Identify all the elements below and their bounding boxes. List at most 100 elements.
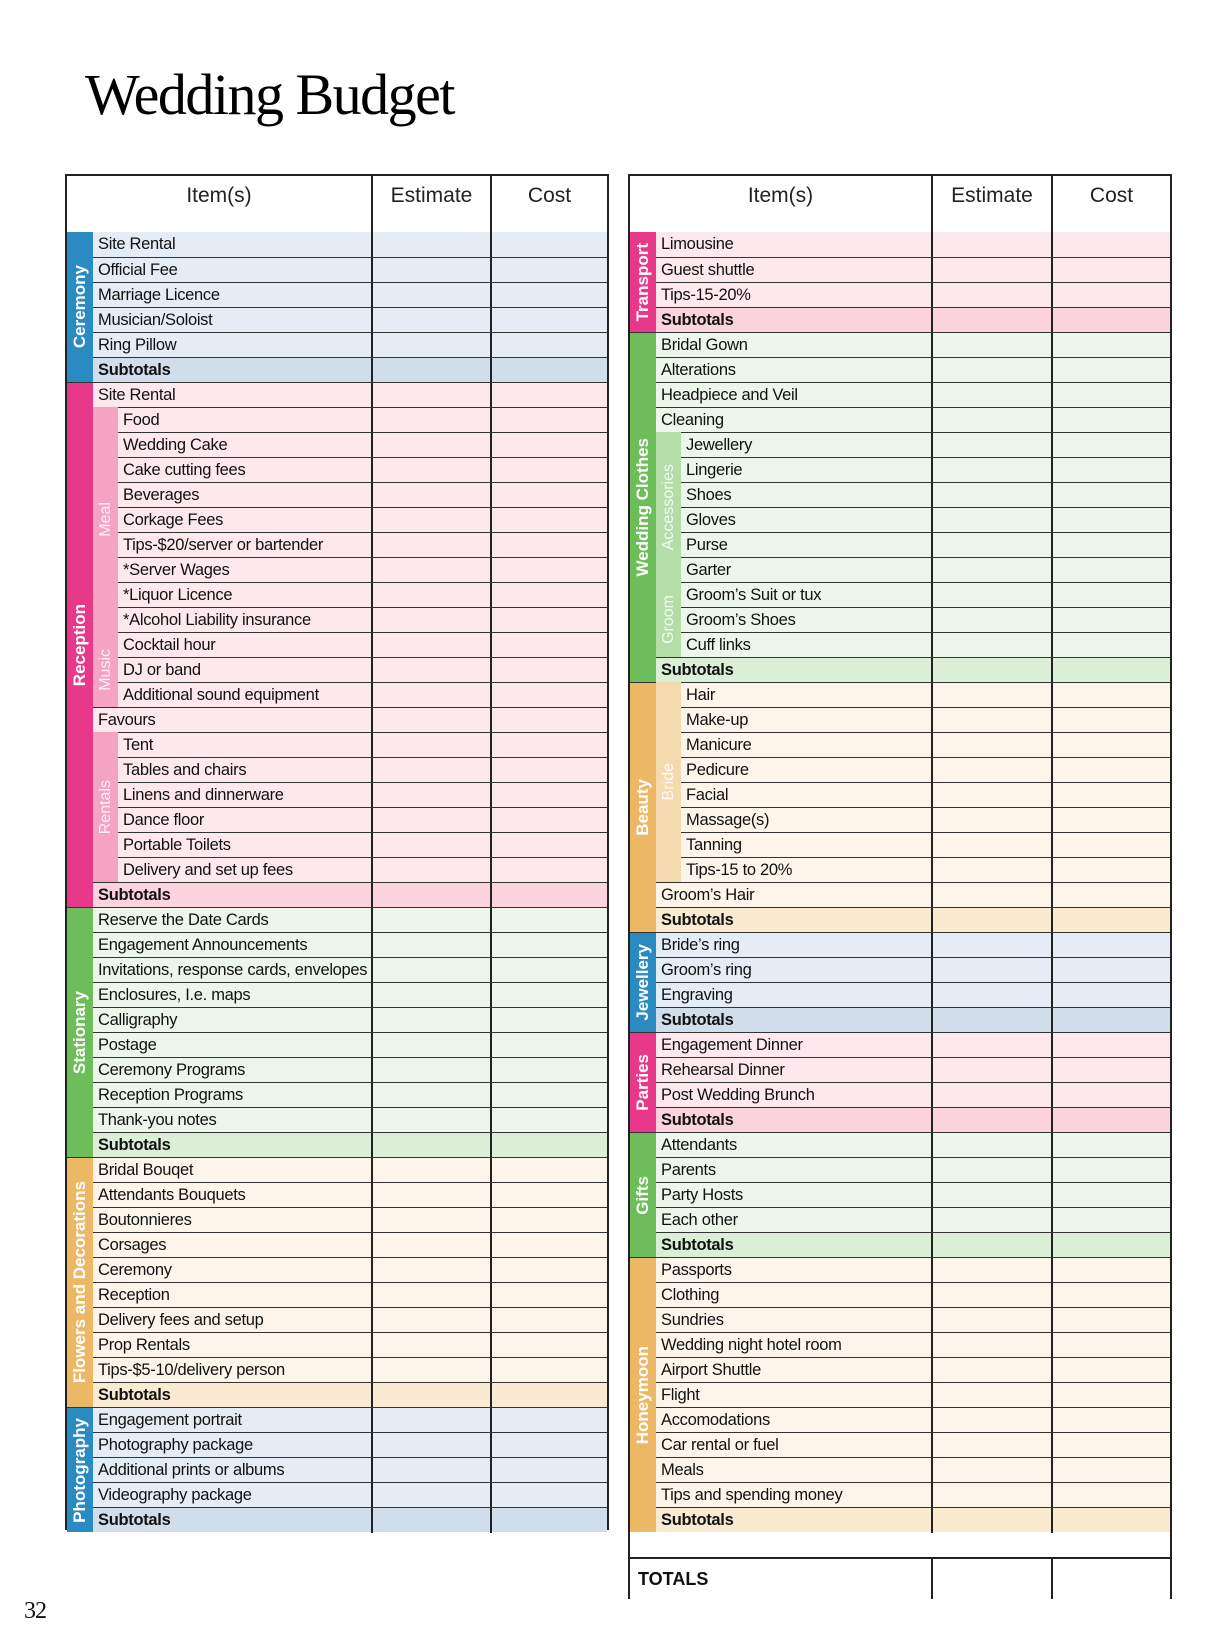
cost-cell[interactable] bbox=[492, 583, 607, 608]
estimate-cell[interactable] bbox=[373, 1308, 492, 1333]
estimate-cell[interactable] bbox=[933, 1358, 1053, 1383]
cost-cell[interactable] bbox=[492, 1008, 607, 1033]
estimate-cell[interactable] bbox=[373, 558, 492, 583]
estimate-cell[interactable] bbox=[933, 232, 1053, 257]
estimate-cell[interactable] bbox=[373, 658, 492, 683]
cost-cell[interactable] bbox=[1053, 1083, 1170, 1108]
cost-cell[interactable] bbox=[492, 1083, 607, 1108]
cost-cell[interactable] bbox=[1053, 958, 1170, 983]
cost-cell[interactable] bbox=[1053, 1383, 1170, 1408]
cost-cell[interactable] bbox=[492, 933, 607, 958]
estimate-cell[interactable] bbox=[373, 808, 492, 833]
cost-cell[interactable] bbox=[1053, 608, 1170, 633]
cost-cell[interactable] bbox=[492, 1108, 607, 1133]
estimate-cell[interactable] bbox=[933, 1233, 1053, 1258]
cost-cell[interactable] bbox=[492, 408, 607, 433]
cost-cell[interactable] bbox=[1053, 358, 1170, 383]
cost-cell[interactable] bbox=[1053, 508, 1170, 533]
estimate-cell[interactable] bbox=[933, 508, 1053, 533]
estimate-cell[interactable] bbox=[373, 232, 492, 257]
estimate-cell[interactable] bbox=[933, 1458, 1053, 1483]
estimate-cell[interactable] bbox=[373, 1358, 492, 1383]
estimate-cell[interactable] bbox=[933, 633, 1053, 658]
estimate-cell[interactable] bbox=[373, 533, 492, 558]
cost-cell[interactable] bbox=[1053, 933, 1170, 958]
estimate-cell[interactable] bbox=[373, 333, 492, 358]
cost-cell[interactable] bbox=[492, 508, 607, 533]
cost-cell[interactable] bbox=[1053, 1333, 1170, 1358]
cost-cell[interactable] bbox=[1053, 283, 1170, 308]
cost-cell[interactable] bbox=[492, 283, 607, 308]
cost-cell[interactable] bbox=[492, 333, 607, 358]
cost-cell[interactable] bbox=[1053, 1208, 1170, 1233]
estimate-cell[interactable] bbox=[373, 458, 492, 483]
estimate-cell[interactable] bbox=[933, 1033, 1053, 1058]
cost-cell[interactable] bbox=[492, 1158, 607, 1183]
estimate-cell[interactable] bbox=[933, 1258, 1053, 1283]
estimate-cell[interactable] bbox=[933, 358, 1053, 383]
estimate-cell[interactable] bbox=[373, 1258, 492, 1283]
totals-cost-cell[interactable] bbox=[1053, 1559, 1170, 1599]
estimate-cell[interactable] bbox=[933, 1308, 1053, 1333]
cost-cell[interactable] bbox=[1053, 558, 1170, 583]
estimate-cell[interactable] bbox=[933, 783, 1053, 808]
cost-cell[interactable] bbox=[1053, 483, 1170, 508]
cost-cell[interactable] bbox=[1053, 733, 1170, 758]
estimate-cell[interactable] bbox=[373, 1108, 492, 1133]
cost-cell[interactable] bbox=[1053, 1408, 1170, 1433]
estimate-cell[interactable] bbox=[373, 1483, 492, 1508]
cost-cell[interactable] bbox=[492, 633, 607, 658]
estimate-cell[interactable] bbox=[373, 1208, 492, 1233]
cost-cell[interactable] bbox=[492, 1233, 607, 1258]
estimate-cell[interactable] bbox=[373, 1083, 492, 1108]
cost-cell[interactable] bbox=[492, 1033, 607, 1058]
cost-cell[interactable] bbox=[1053, 908, 1170, 933]
cost-cell[interactable] bbox=[492, 1308, 607, 1333]
cost-cell[interactable] bbox=[1053, 633, 1170, 658]
cost-cell[interactable] bbox=[1053, 1158, 1170, 1183]
estimate-cell[interactable] bbox=[373, 1458, 492, 1483]
cost-cell[interactable] bbox=[492, 1508, 607, 1533]
cost-cell[interactable] bbox=[1053, 333, 1170, 358]
estimate-cell[interactable] bbox=[373, 608, 492, 633]
estimate-cell[interactable] bbox=[373, 633, 492, 658]
cost-cell[interactable] bbox=[1053, 708, 1170, 733]
estimate-cell[interactable] bbox=[933, 258, 1053, 283]
cost-cell[interactable] bbox=[492, 608, 607, 633]
cost-cell[interactable] bbox=[1053, 433, 1170, 458]
estimate-cell[interactable] bbox=[933, 1208, 1053, 1233]
cost-cell[interactable] bbox=[492, 1408, 607, 1433]
cost-cell[interactable] bbox=[1053, 658, 1170, 683]
cost-cell[interactable] bbox=[1053, 383, 1170, 408]
estimate-cell[interactable] bbox=[373, 1283, 492, 1308]
estimate-cell[interactable] bbox=[933, 1408, 1053, 1433]
estimate-cell[interactable] bbox=[373, 1058, 492, 1083]
estimate-cell[interactable] bbox=[933, 1483, 1053, 1508]
estimate-cell[interactable] bbox=[373, 508, 492, 533]
cost-cell[interactable] bbox=[1053, 883, 1170, 908]
cost-cell[interactable] bbox=[492, 1133, 607, 1158]
estimate-cell[interactable] bbox=[373, 408, 492, 433]
cost-cell[interactable] bbox=[1053, 1258, 1170, 1283]
estimate-cell[interactable] bbox=[933, 558, 1053, 583]
cost-cell[interactable] bbox=[1053, 683, 1170, 708]
estimate-cell[interactable] bbox=[933, 733, 1053, 758]
cost-cell[interactable] bbox=[492, 783, 607, 808]
estimate-cell[interactable] bbox=[933, 433, 1053, 458]
cost-cell[interactable] bbox=[492, 1358, 607, 1383]
estimate-cell[interactable] bbox=[933, 883, 1053, 908]
cost-cell[interactable] bbox=[1053, 833, 1170, 858]
estimate-cell[interactable] bbox=[933, 958, 1053, 983]
cost-cell[interactable] bbox=[1053, 758, 1170, 783]
cost-cell[interactable] bbox=[1053, 808, 1170, 833]
cost-cell[interactable] bbox=[1053, 408, 1170, 433]
cost-cell[interactable] bbox=[1053, 258, 1170, 283]
cost-cell[interactable] bbox=[1053, 1483, 1170, 1508]
estimate-cell[interactable] bbox=[373, 583, 492, 608]
estimate-cell[interactable] bbox=[373, 883, 492, 908]
estimate-cell[interactable] bbox=[933, 1058, 1053, 1083]
cost-cell[interactable] bbox=[1053, 1233, 1170, 1258]
estimate-cell[interactable] bbox=[933, 583, 1053, 608]
estimate-cell[interactable] bbox=[373, 258, 492, 283]
cost-cell[interactable] bbox=[492, 1283, 607, 1308]
